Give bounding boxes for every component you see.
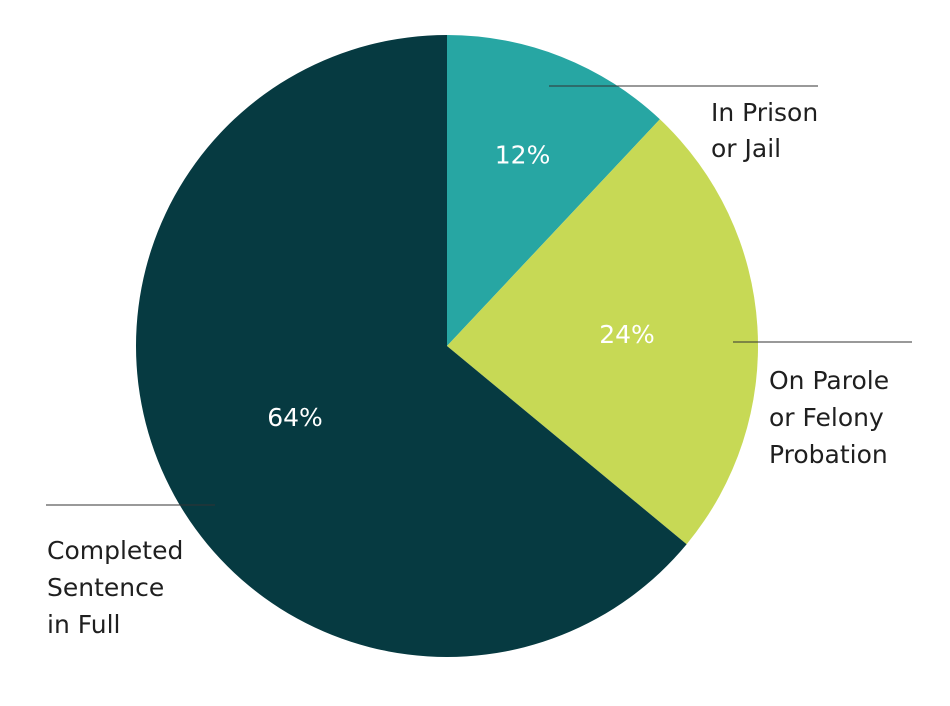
percentage-labels: 12% 24% 64% [267,141,655,432]
pie-slices [136,35,758,658]
percent-label-in-prison-or-jail: 12% [495,141,551,170]
category-label-on-parole-or-felony-probation: On Parole or Felony Probation [769,366,889,469]
category-label-completed-sentence-in-full: Completed Sentence in Full [47,536,183,639]
leader-lines [46,85,912,506]
slice-completed-sentence-in-full [136,35,687,658]
percent-label-completed-sentence-in-full: 64% [267,403,323,432]
category-label-in-prison-or-jail: In Prison or Jail [711,98,818,163]
slice-in-prison-or-jail [447,35,660,346]
percent-label-on-parole-or-felony-probation: 24% [599,320,655,349]
category-labels: In Prison or Jail On Parole or Felony Probat… [47,98,889,639]
slice-on-parole-or-felony-probation [447,119,758,545]
